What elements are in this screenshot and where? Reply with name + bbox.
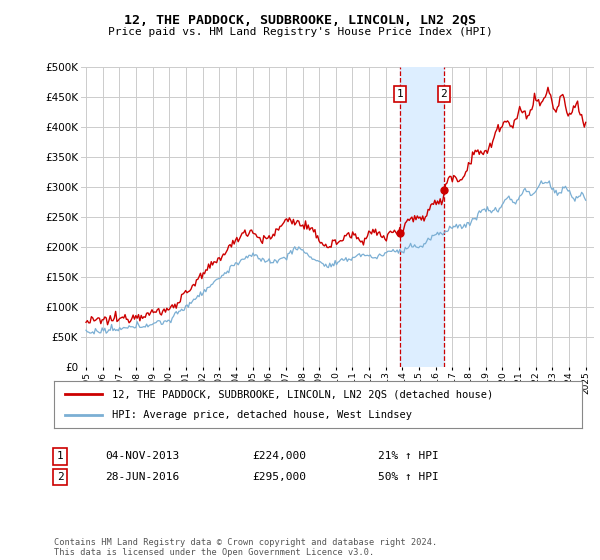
Text: £224,000: £224,000 — [252, 451, 306, 461]
Text: 1: 1 — [56, 451, 64, 461]
Text: 12, THE PADDOCK, SUDBROOKE, LINCOLN, LN2 2QS (detached house): 12, THE PADDOCK, SUDBROOKE, LINCOLN, LN2… — [112, 389, 493, 399]
Text: 21% ↑ HPI: 21% ↑ HPI — [378, 451, 439, 461]
Text: Contains HM Land Registry data © Crown copyright and database right 2024.
This d: Contains HM Land Registry data © Crown c… — [54, 538, 437, 557]
Text: 50% ↑ HPI: 50% ↑ HPI — [378, 472, 439, 482]
Text: HPI: Average price, detached house, West Lindsey: HPI: Average price, detached house, West… — [112, 410, 412, 420]
Text: 2: 2 — [56, 472, 64, 482]
Text: 12, THE PADDOCK, SUDBROOKE, LINCOLN, LN2 2QS: 12, THE PADDOCK, SUDBROOKE, LINCOLN, LN2… — [124, 14, 476, 27]
Text: 28-JUN-2016: 28-JUN-2016 — [105, 472, 179, 482]
Text: 1: 1 — [397, 89, 403, 99]
Text: Price paid vs. HM Land Registry's House Price Index (HPI): Price paid vs. HM Land Registry's House … — [107, 27, 493, 37]
Text: 04-NOV-2013: 04-NOV-2013 — [105, 451, 179, 461]
Text: £295,000: £295,000 — [252, 472, 306, 482]
Text: 2: 2 — [440, 89, 448, 99]
Bar — [400, 67, 444, 367]
